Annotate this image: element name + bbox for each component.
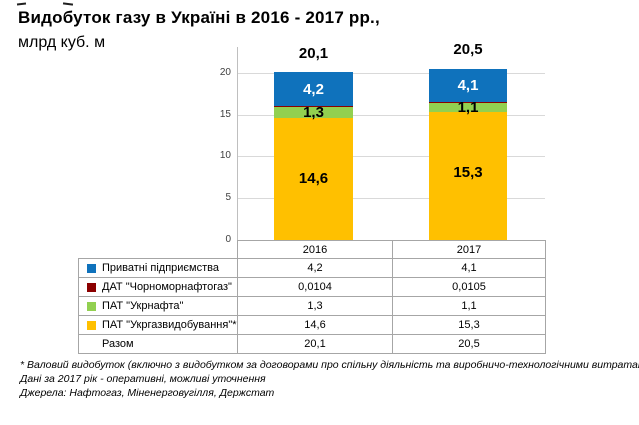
- table-header-2016: 2016: [237, 240, 393, 259]
- segment-private-2016: [274, 72, 353, 106]
- table-value: 20,1: [237, 334, 393, 354]
- footnote-2017-preliminary: Дані за 2017 рік - оперативні, можливі у…: [20, 373, 266, 385]
- legend-swatch-ukrgazvydobuvannia: [87, 320, 96, 330]
- table-value: 4,1: [392, 258, 546, 278]
- segment-chornomornaftogaz-2016: [274, 106, 353, 107]
- table-value: 15,3: [392, 315, 546, 335]
- y-axis-tick: 20: [219, 67, 231, 78]
- crop-artifact: [62, 2, 74, 6]
- y-axis-line: [237, 47, 238, 240]
- y-axis-tick: 10: [219, 150, 231, 161]
- bar-2017: 4,1 1,1 15,3: [429, 69, 507, 240]
- table-value: 0,0104: [237, 277, 393, 297]
- gridline-20: [238, 73, 545, 74]
- table-value: 0,0105: [392, 277, 546, 297]
- segment-ukrgazvydobuvannia-2016: [274, 118, 353, 240]
- total-label-2016: 20,1: [298, 45, 329, 62]
- footnote-sources: Джерела: Нафтогаз, Міненерговугілля, Дер…: [20, 387, 275, 399]
- legend-label: ДАТ "Чорноморнафтогаз": [102, 281, 232, 293]
- value-label-ukrnafta-2017: 1,1: [457, 99, 479, 116]
- legend-label: Приватні підприємства: [102, 262, 219, 274]
- legend-label: ПАТ "Укрнафта": [102, 300, 184, 312]
- y-axis-tick: 0: [225, 234, 231, 245]
- value-label-ukrgaz-2016: 14,6: [298, 170, 329, 187]
- table-row: Приватні підприємства 4,2 4,1: [78, 258, 546, 278]
- bar-2016: 4,2 1,3 14,6: [274, 72, 353, 240]
- segment-ukrgazvydobuvannia-2017: [429, 112, 507, 240]
- segment-chornomornaftogaz-2017: [429, 102, 507, 103]
- table-row: ДАТ "Чорноморнафтогаз" 0,0104 0,0105: [78, 277, 546, 297]
- footnote-gross-production: * Валовий видобуток (включно з видобутко…: [20, 359, 639, 371]
- gridline-10: [238, 156, 545, 157]
- table-value: 14,6: [237, 315, 393, 335]
- chart-subtitle-units: млрд куб. м: [18, 34, 106, 51]
- value-label-ukrnafta-2016: 1,3: [303, 104, 324, 121]
- table-header-row: 2016 2017: [79, 240, 546, 259]
- gridline-5: [238, 198, 545, 199]
- crop-artifact: [16, 2, 27, 6]
- table-row: ПАТ "Укргазвидобування"* 14,6 15,3: [78, 315, 546, 335]
- table-value: 20,5: [392, 334, 546, 354]
- table-value: 1,3: [237, 296, 393, 316]
- legend-swatch-ukrnafta: [87, 301, 96, 311]
- total-label-2017: 20,5: [453, 41, 483, 58]
- table-value: 4,2: [237, 258, 393, 278]
- segment-private-2017: [429, 69, 507, 102]
- footnotes: * Валовий видобуток (включно з видобутко…: [20, 358, 639, 400]
- table-row-total: Разом 20,1 20,5: [78, 334, 546, 354]
- table-value: 1,1: [392, 296, 546, 316]
- gridline-15: [238, 115, 545, 116]
- page-title: Видобуток газу в Україні в 2016 - 2017 р…: [18, 8, 380, 27]
- data-table: 2016 2017 Приватні підприємства 4,2 4,1 …: [78, 240, 546, 354]
- table-row: ПАТ "Укрнафта" 1,3 1,1: [78, 296, 546, 316]
- legend-swatch-chornomornaftogaz: [87, 282, 96, 292]
- segment-ukrnafta-2017: [429, 103, 507, 112]
- table-header-2017: 2017: [392, 240, 546, 259]
- value-label-private-2016: 4,2: [303, 81, 324, 98]
- table-header-empty: [79, 241, 238, 259]
- value-label-private-2017: 4,1: [457, 77, 479, 94]
- y-axis-tick: 15: [219, 109, 231, 120]
- total-row-label: Разом: [102, 338, 134, 350]
- legend-swatch-private: [87, 263, 96, 273]
- legend-label: ПАТ "Укргазвидобування"*: [102, 319, 237, 331]
- segment-ukrnafta-2016: [274, 107, 353, 118]
- value-label-ukrgaz-2017: 15,3: [453, 164, 483, 181]
- y-axis-tick: 5: [225, 192, 231, 203]
